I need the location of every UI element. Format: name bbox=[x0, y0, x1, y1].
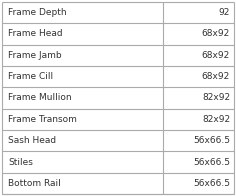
Text: 68x92: 68x92 bbox=[202, 72, 230, 81]
Text: 92: 92 bbox=[219, 8, 230, 17]
Text: Stiles: Stiles bbox=[8, 158, 33, 167]
Bar bbox=[2, 130, 234, 151]
Bar bbox=[2, 151, 234, 173]
Text: Frame Head: Frame Head bbox=[8, 29, 63, 38]
Text: Frame Mullion: Frame Mullion bbox=[8, 93, 72, 103]
Bar bbox=[2, 66, 234, 87]
Bar bbox=[2, 23, 234, 45]
Text: Frame Depth: Frame Depth bbox=[8, 8, 67, 17]
Text: 82x92: 82x92 bbox=[202, 115, 230, 124]
Text: 68x92: 68x92 bbox=[202, 29, 230, 38]
Text: Frame Jamb: Frame Jamb bbox=[8, 51, 62, 60]
Text: 56x66.5: 56x66.5 bbox=[193, 158, 230, 167]
Text: 68x92: 68x92 bbox=[202, 51, 230, 60]
Text: Frame Cill: Frame Cill bbox=[8, 72, 53, 81]
Text: 56x66.5: 56x66.5 bbox=[193, 136, 230, 145]
Bar bbox=[2, 109, 234, 130]
Bar bbox=[2, 87, 234, 109]
Bar bbox=[2, 2, 234, 23]
Bar bbox=[2, 173, 234, 194]
Text: 82x92: 82x92 bbox=[202, 93, 230, 103]
Bar bbox=[2, 45, 234, 66]
Text: Frame Transom: Frame Transom bbox=[8, 115, 77, 124]
Text: Bottom Rail: Bottom Rail bbox=[8, 179, 61, 188]
Text: Sash Head: Sash Head bbox=[8, 136, 56, 145]
Text: 56x66.5: 56x66.5 bbox=[193, 179, 230, 188]
